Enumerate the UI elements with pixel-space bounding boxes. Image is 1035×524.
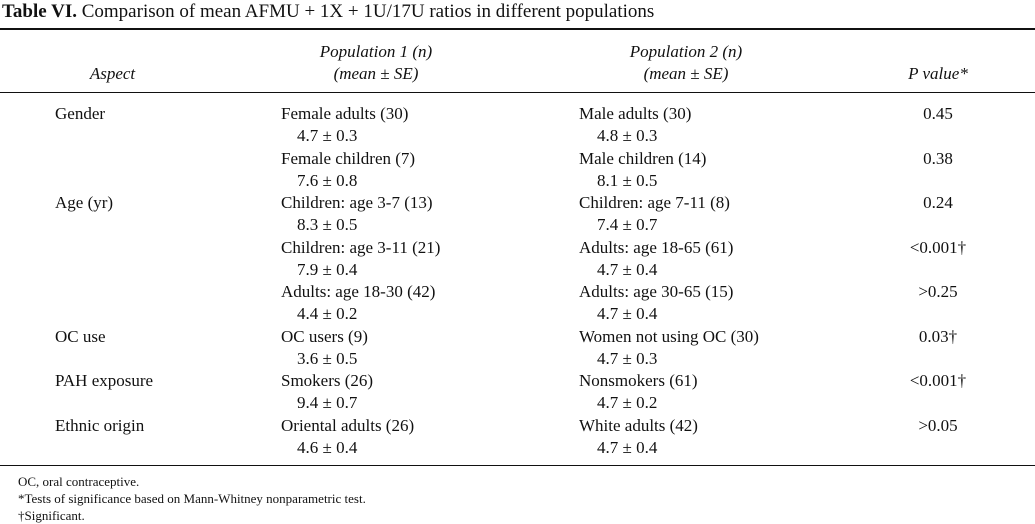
header-pop1-line2: (mean ± SE): [333, 64, 419, 83]
footnote-oc: OC, oral contraceptive.: [18, 474, 140, 489]
row-pop1-label: Female children (7): [281, 149, 416, 168]
row-pop1-label: Smokers (26): [281, 371, 374, 390]
row-pop2-value: 4.7 ± 0.2: [597, 393, 658, 412]
row-pop1-value: 4.4 ± 0.2: [297, 304, 358, 323]
table-title: Table VI. Comparison of mean AFMU + 1X +…: [2, 0, 654, 24]
row-pop1-value: 3.6 ± 0.5: [297, 349, 358, 368]
row-pvalue: <0.001†: [909, 238, 967, 257]
row-pop1-label: OC users (9): [281, 327, 368, 346]
row-pop2-value: 4.7 ± 0.4: [597, 304, 658, 323]
bottom-rule: [0, 465, 1035, 466]
row-aspect: PAH exposure: [55, 371, 154, 390]
row-pop2-label: Women not using OC (30): [579, 327, 759, 346]
header-pop2-line2: (mean ± SE): [643, 64, 729, 83]
row-pop2-label: Nonsmokers (61): [579, 371, 698, 390]
row-pop1-value: 8.3 ± 0.5: [297, 215, 358, 234]
header-aspect: Aspect: [89, 64, 136, 83]
row-pop2-value: 4.8 ± 0.3: [597, 126, 658, 145]
row-aspect: Age (yr): [55, 193, 114, 212]
row-pop2-label: Male adults (30): [579, 104, 692, 123]
row-aspect: Ethnic origin: [55, 416, 145, 435]
row-pop2-label: White adults (42): [579, 416, 698, 435]
row-pvalue: >0.05: [918, 416, 958, 435]
row-pop2-label: Children: age 7-11 (8): [579, 193, 730, 212]
row-pvalue: 0.45: [923, 104, 953, 123]
row-pvalue: 0.38: [923, 149, 953, 168]
row-pvalue: 0.24: [923, 193, 953, 212]
row-pop2-value: 7.4 ± 0.7: [597, 215, 658, 234]
row-pop2-value: 4.7 ± 0.4: [597, 260, 658, 279]
header-pop1-line1: Population 1 (n): [319, 42, 433, 61]
row-pop2-value: 8.1 ± 0.5: [597, 171, 658, 190]
row-pop1-label: Children: age 3-7 (13): [281, 193, 433, 212]
row-pop1-label: Oriental adults (26): [281, 416, 415, 435]
row-pop2-label: Male children (14): [579, 149, 707, 168]
row-pvalue: <0.001†: [909, 371, 967, 390]
row-pop1-label: Adults: age 18-30 (42): [281, 282, 436, 301]
header-pvalue: P value*: [908, 64, 968, 83]
row-aspect: OC use: [55, 327, 106, 346]
row-pop1-value: 4.7 ± 0.3: [297, 126, 358, 145]
row-pop1-label: Children: age 3-11 (21): [281, 238, 441, 257]
top-rule: [0, 28, 1035, 30]
row-aspect: Gender: [55, 104, 106, 123]
row-pop1-value: 7.9 ± 0.4: [297, 260, 358, 279]
footnote-test: *Tests of significance based on Mann-Whi…: [18, 491, 366, 506]
row-pop2-label: Adults: age 30-65 (15): [579, 282, 734, 301]
row-pop1-label: Female adults (30): [281, 104, 409, 123]
row-pop2-label: Adults: age 18-65 (61): [579, 238, 734, 257]
table-label: Table VI.: [2, 1, 77, 22]
row-pvalue: 0.03†: [918, 327, 958, 346]
table-caption: Comparison of mean AFMU + 1X + 1U/17U ra…: [81, 1, 655, 22]
row-pop1-value: 4.6 ± 0.4: [297, 438, 358, 457]
row-pvalue: >0.25: [918, 282, 958, 301]
footnote-significant: †Significant.: [18, 508, 85, 523]
header-rule: [0, 92, 1035, 93]
row-pop1-value: 7.6 ± 0.8: [297, 171, 358, 190]
header-pop2-line1: Population 2 (n): [629, 42, 743, 61]
row-pop2-value: 4.7 ± 0.4: [597, 438, 658, 457]
row-pop2-value: 4.7 ± 0.3: [597, 349, 658, 368]
row-pop1-value: 9.4 ± 0.7: [297, 393, 358, 412]
